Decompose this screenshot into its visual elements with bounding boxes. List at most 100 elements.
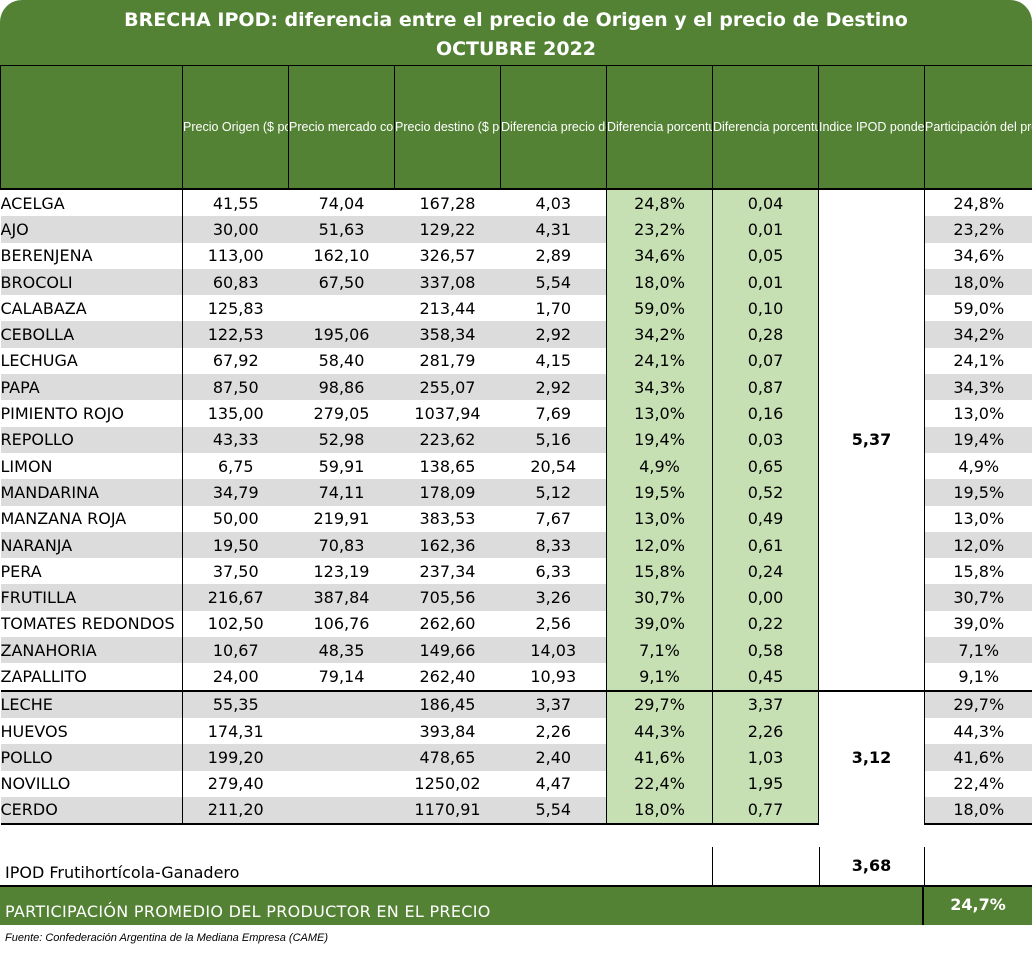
source-footnote: Fuente: Confederación Argentina de la Me… <box>5 932 329 944</box>
table-row: LIMON 6,75 59,91 138,65 20,54 4,9% 0,65 4,9% <box>0 452 1032 480</box>
cell-product-name: HUEVOS <box>0 717 183 745</box>
cell-dif-ponderada: 0,00 <box>712 584 819 611</box>
cell-dif-ponderada: 0,58 <box>712 637 819 664</box>
cell-diferencia: 4,15 <box>535 351 572 371</box>
cell-product-name: FRUTILLA <box>0 584 183 611</box>
table-row: ZAPALLITO 24,00 79,14 262,40 10,93 9,1% 0,45 9,… <box>0 663 1032 691</box>
cell-diferencia: 4,31 <box>500 216 607 243</box>
cell-precio-destino: 262,40 <box>419 666 476 686</box>
header-dif-ponderada: Diferencia porcentual destino/origen (PO… <box>712 65 819 190</box>
cell-diferencia: 1,70 <box>535 298 572 318</box>
table-row: NARANJA 19,50 70,83 162,36 8,33 12,0% 0,61 12,0… <box>0 531 1032 559</box>
cell-precio-origen: 216,67 <box>182 584 289 611</box>
cell-dif-porcentual: 13,0% <box>606 400 713 427</box>
cell-precio-origen: 60,83 <box>182 268 289 296</box>
table-row: ACELGA 41,55 74,04 167,28 4,03 24,8% 0,04 5,37 2… <box>0 189 1032 691</box>
table-row: REPOLLO 43,33 52,98 223,62 5,16 19,4% 0,03 19,4… <box>0 426 1032 453</box>
table-row: PAPA 87,50 98,86 255,07 2,92 34,3% 0,87 34,3% <box>0 374 1032 401</box>
cell-diferencia: 4,47 <box>535 774 572 794</box>
cell-dif-porcentual: 44,3% <box>606 717 713 745</box>
cell-diferencia: 5,54 <box>500 796 607 826</box>
header-precio-origen: Precio Origen ($ por KG) <box>182 65 289 190</box>
cell-precio-origen: 102,50 <box>207 614 264 634</box>
cell-precio-mercado: 219,91 <box>313 509 370 529</box>
cell-precio-origen: 199,20 <box>182 744 289 771</box>
cell-dif-ponderada: 0,45 <box>712 663 819 691</box>
cell-dif-porcentual: 34,2% <box>606 321 713 348</box>
cell-precio-destino: 393,84 <box>419 721 476 741</box>
cell-diferencia: 7,69 <box>535 404 572 424</box>
cell-product-name: LECHUGA <box>0 347 183 375</box>
cell-precio-origen: 50,00 <box>212 509 259 529</box>
cell-precio-origen: 135,00 <box>207 404 264 424</box>
table-row: PERA 37,50 123,19 237,34 6,33 15,8% 0,24 15,8% <box>0 558 1032 585</box>
cell-precio-destino: 138,65 <box>419 456 476 476</box>
cell-precio-origen: 279,40 <box>207 774 264 794</box>
cell-precio-origen: 41,55 <box>212 193 259 213</box>
summary-label: IPOD Frutihortícola-Ganadero <box>5 863 240 882</box>
cell-dif-porcentual: 34,3% <box>606 374 713 401</box>
cell-dif-ponderada: 0,01 <box>712 216 819 243</box>
cell-product-name: MANZANA ROJA <box>0 505 183 532</box>
header-dif-porcentual: Diferencia porcentual destino/origen <box>606 65 713 190</box>
cell-precio-origen: 113,00 <box>207 246 264 266</box>
cell-dif-porcentual: 24,8% <box>606 189 713 217</box>
cell-precio-mercado: 58,40 <box>318 351 365 371</box>
cell-product-name: MANDARINA <box>0 479 183 506</box>
cell-dif-porcentual: 24,1% <box>606 347 713 375</box>
cell-product-name: LECHE <box>0 689 183 718</box>
cell-participacion: 23,2% <box>924 216 1032 243</box>
cell-participacion: 19,4% <box>924 426 1032 453</box>
cell-precio-mercado: 387,84 <box>288 584 395 611</box>
cell-diferencia: 2,40 <box>500 744 607 771</box>
cell-precio-mercado <box>288 689 395 718</box>
cell-precio-mercado: 98,86 <box>288 374 395 401</box>
cell-dif-porcentual: 9,1% <box>606 663 713 691</box>
cell-precio-origen: 55,35 <box>182 689 289 718</box>
cell-precio-origen: 43,33 <box>182 426 289 453</box>
table-row: MANDARINA 34,79 74,11 178,09 5,12 19,5% 0,52 19… <box>0 479 1032 506</box>
cell-precio-mercado: 74,11 <box>288 479 395 506</box>
cell-product-name: PIMIENTO ROJO <box>0 400 183 427</box>
cell-dif-ponderada: 0,05 <box>712 242 819 269</box>
table-row: ZANAHORIA 10,67 48,35 149,66 14,03 7,1% 0,58 7,… <box>0 637 1032 664</box>
cell-product-name: ZAPALLITO <box>0 663 183 691</box>
cell-diferencia: 5,54 <box>500 268 607 296</box>
cell-precio-origen: 34,79 <box>182 479 289 506</box>
cell-product-name: CEBOLLA <box>0 321 183 348</box>
header-indice-ipod: Indice IPOD ponderado <box>818 65 925 190</box>
table-row: BERENJENA 113,00 162,10 326,57 2,89 34,6% 0,05… <box>0 242 1032 269</box>
table-row: NOVILLO 279,40 1250,02 4,47 22,4% 1,95 22,4% <box>0 770 1032 797</box>
cell-precio-origen: 211,20 <box>182 796 289 826</box>
header-product <box>0 65 183 190</box>
participation-label: PARTICIPACIÓN PROMEDIO DEL PRODUCTOR EN … <box>5 902 491 921</box>
cell-dif-porcentual: 19,5% <box>606 479 713 506</box>
cell-precio-destino: 358,34 <box>394 321 501 348</box>
cell-dif-porcentual: 23,2% <box>606 216 713 243</box>
cell-diferencia: 14,03 <box>500 637 607 664</box>
table-row: CERDO 211,20 1170,91 5,54 18,0% 0,77 18,0% <box>0 796 1032 826</box>
cell-dif-porcentual: 22,4% <box>606 770 713 797</box>
title-period: OCTUBRE 2022 <box>435 38 597 60</box>
cell-diferencia: 2,26 <box>535 721 572 741</box>
cell-precio-origen: 30,00 <box>182 216 289 243</box>
cell-product-name: AJO <box>0 216 183 243</box>
header-diferencia: Diferencia precio destino/origen <box>500 65 607 190</box>
cell-dif-ponderada: 0,07 <box>712 347 819 375</box>
cell-dif-ponderada: 0,04 <box>712 189 819 217</box>
cell-dif-ponderada: 0,87 <box>712 374 819 401</box>
table-row: CEBOLLA 122,53 195,06 358,34 2,92 34,2% 0,28 34… <box>0 321 1032 348</box>
cell-dif-ponderada: 3,37 <box>712 689 819 718</box>
cell-dif-ponderada: 1,95 <box>712 770 819 797</box>
cell-dif-ponderada: 0,03 <box>712 426 819 453</box>
table-row: AJO 30,00 51,63 129,22 4,31 23,2% 0,01 23,2% <box>0 216 1032 243</box>
cell-precio-origen: 19,50 <box>182 531 289 559</box>
cell-participacion: 41,6% <box>924 744 1032 771</box>
cell-diferencia: 3,26 <box>500 584 607 611</box>
table-row: LECHE 55,35 186,45 3,37 29,7% 3,37 3,12 29,7% <box>0 689 1032 825</box>
cell-precio-origen: 10,67 <box>182 637 289 664</box>
cell-precio-mercado: 52,98 <box>288 426 395 453</box>
cell-dif-ponderada: 0,77 <box>712 796 819 826</box>
cell-precio-destino: 1170,91 <box>394 796 501 826</box>
cell-product-name: NARANJA <box>0 531 183 559</box>
